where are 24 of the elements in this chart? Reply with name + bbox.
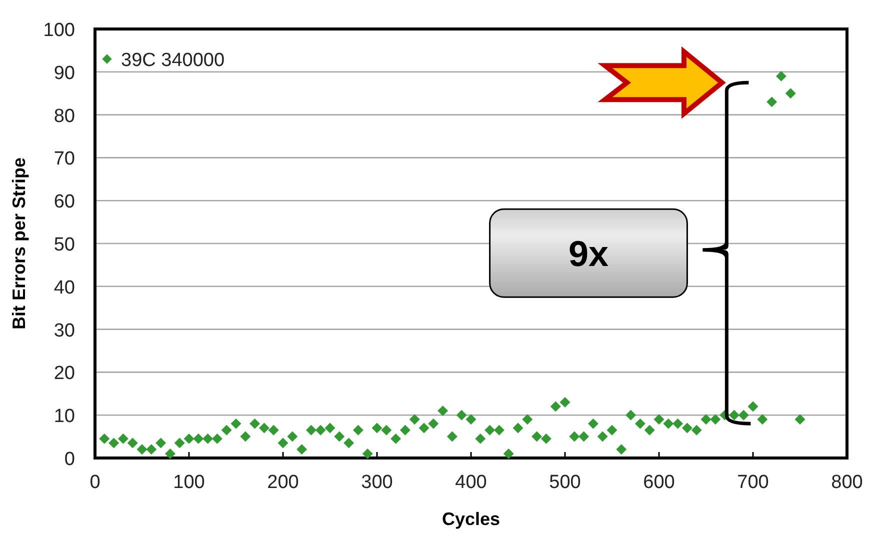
legend-label: 39C 340000 [121, 50, 225, 71]
x-tick-label: 300 [361, 472, 393, 493]
x-tick-label: 0 [90, 472, 100, 493]
y-tick-label: 0 [64, 449, 75, 470]
y-tick-label: 10 [54, 406, 75, 428]
x-tick-label: 200 [267, 472, 299, 493]
y-tick-label: 30 [54, 320, 75, 342]
y-tick-label: 80 [54, 106, 75, 127]
x-tick-label: 700 [737, 472, 769, 493]
x-axis-title: Cycles [442, 509, 500, 529]
y-axis-title: Bit Errors per Stripe [9, 157, 29, 330]
y-tick-label: 50 [54, 234, 75, 256]
y-tick-label: 70 [54, 148, 75, 170]
x-tick-label: 600 [643, 472, 675, 493]
y-tick-label: 90 [54, 62, 75, 84]
x-tick-label: 100 [173, 472, 205, 493]
y-tick-label: 100 [43, 20, 75, 41]
y-tick-label: 60 [54, 192, 75, 213]
y-tick-label: 40 [54, 277, 75, 298]
x-tick-label: 400 [455, 472, 487, 493]
x-tick-label: 800 [831, 472, 863, 493]
y-tick-label: 20 [54, 363, 75, 384]
annotation: 9x [568, 233, 609, 274]
x-tick-label: 500 [549, 472, 581, 493]
